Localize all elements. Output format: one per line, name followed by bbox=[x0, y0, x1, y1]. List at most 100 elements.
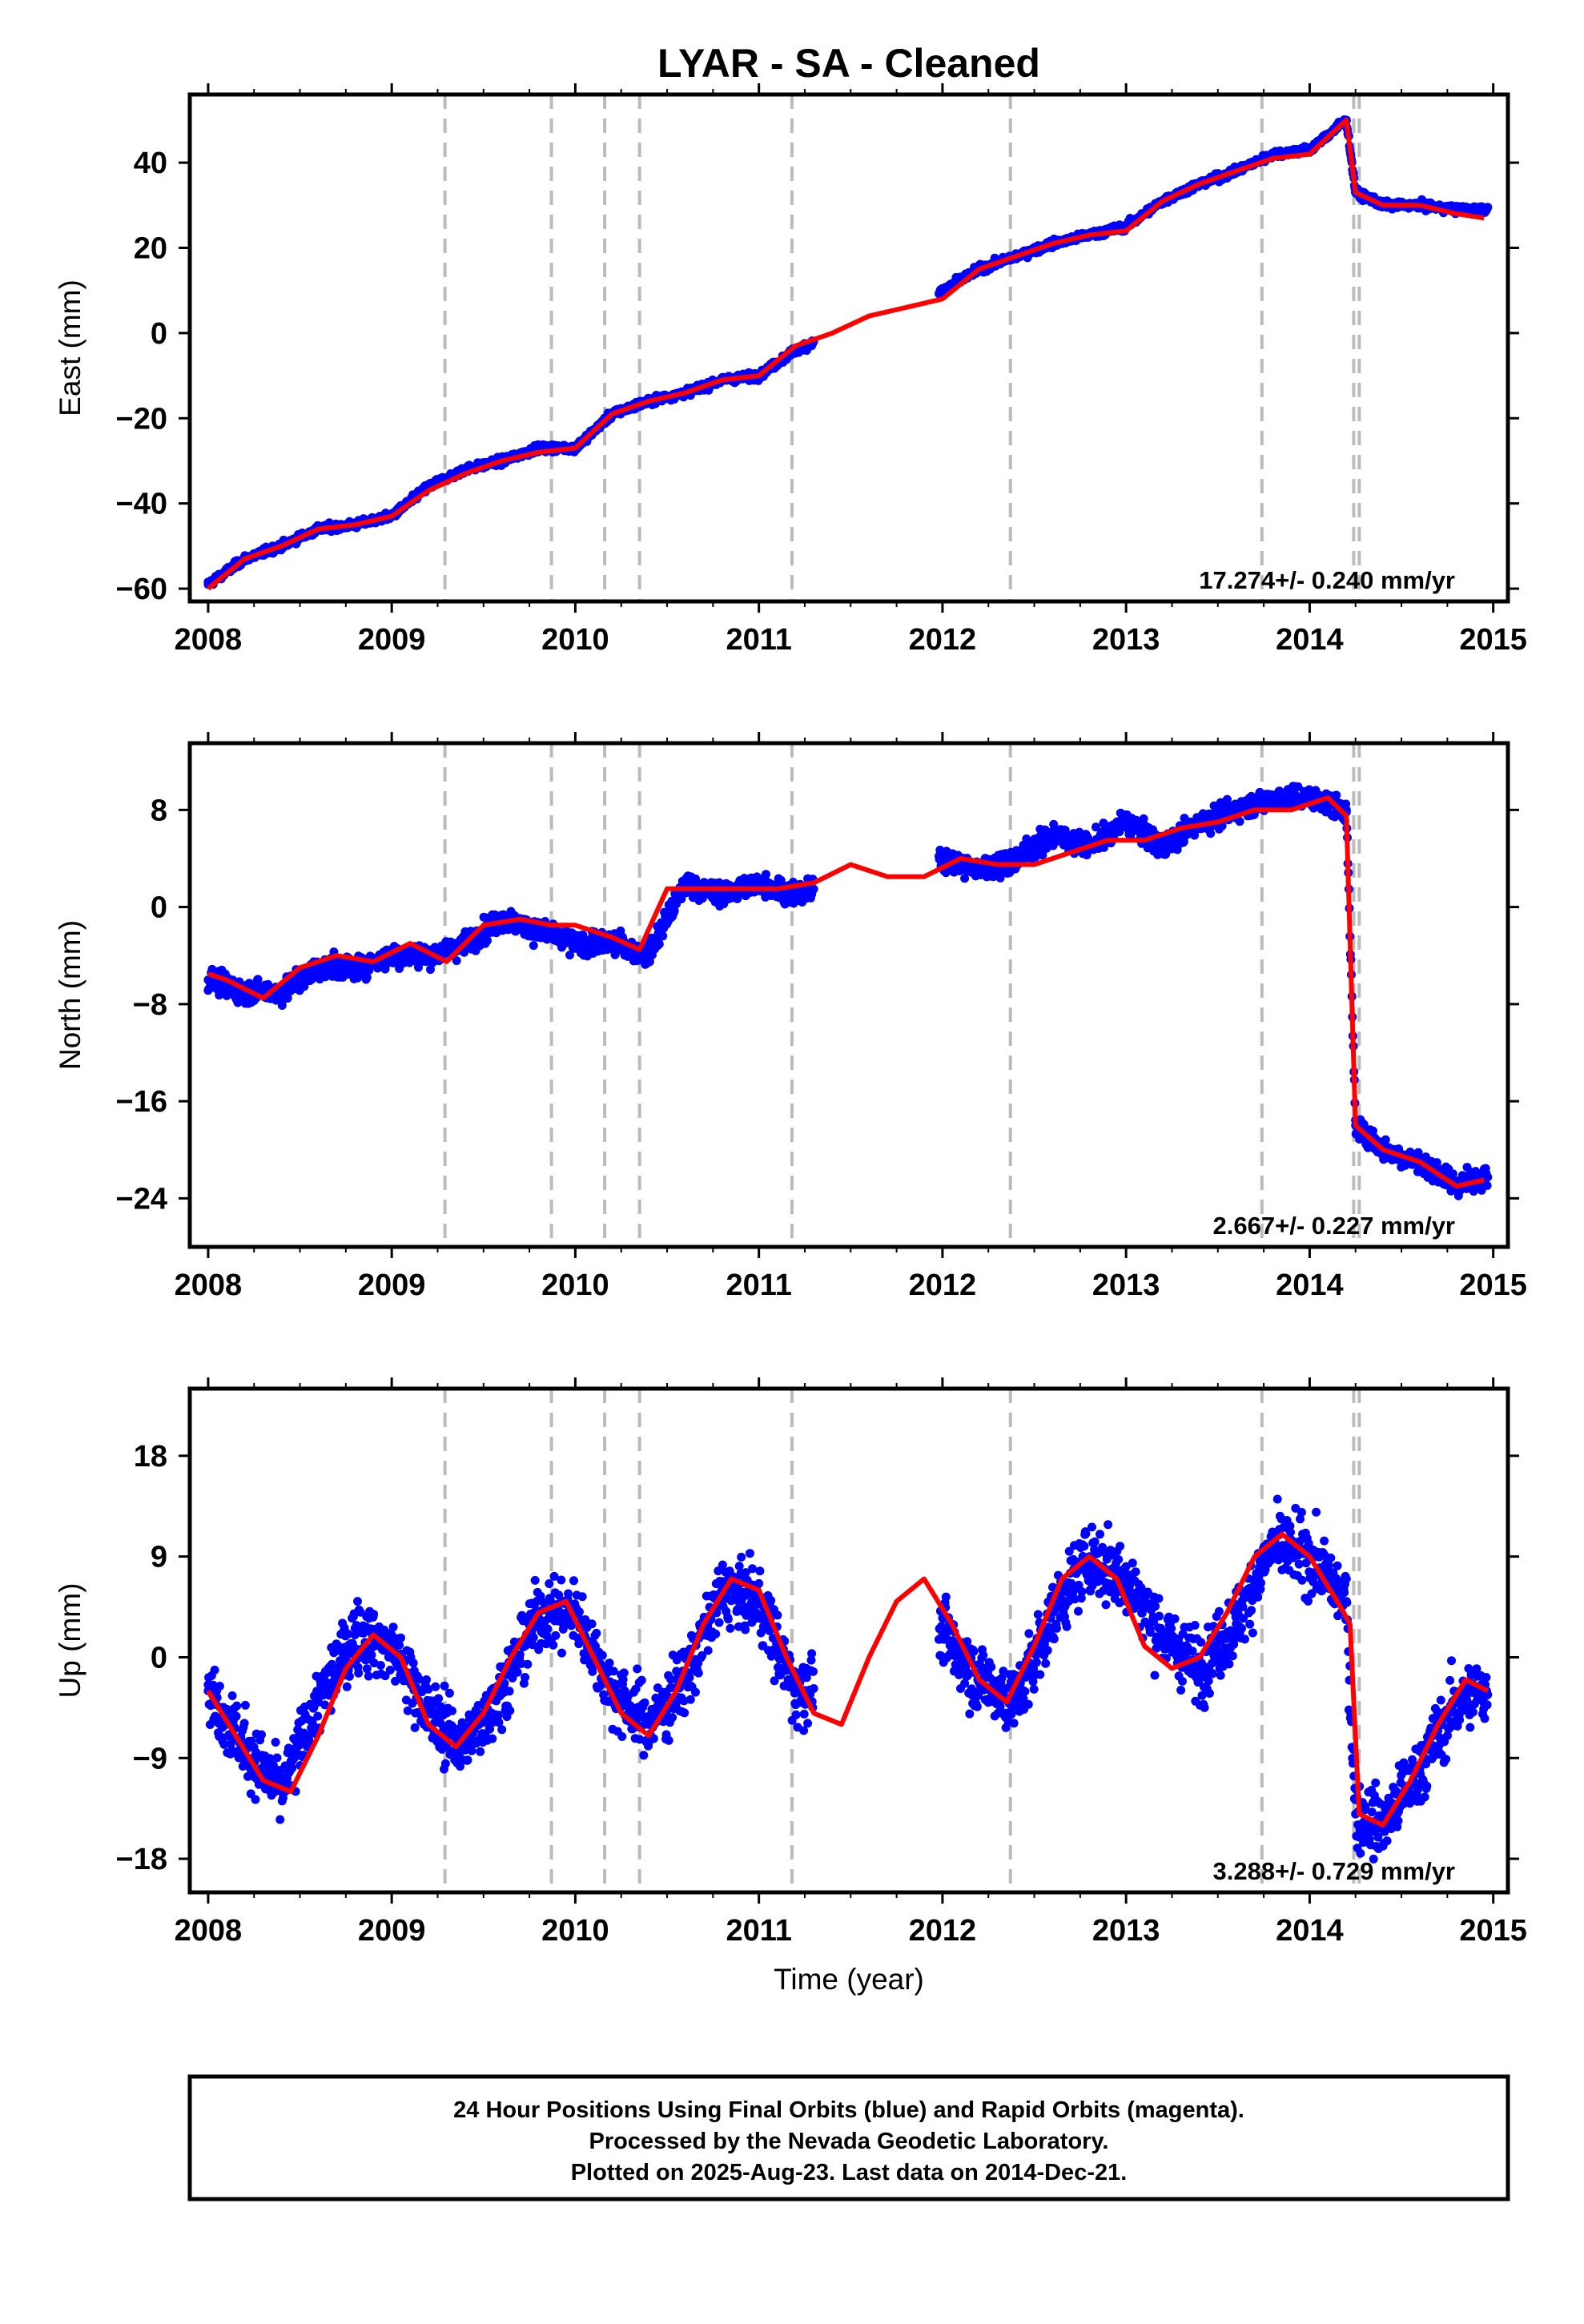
y-tick-label: −24 bbox=[116, 1182, 167, 1216]
data-point bbox=[277, 1001, 287, 1010]
data-point bbox=[231, 1711, 241, 1721]
x-tick-label: 2010 bbox=[541, 1269, 609, 1302]
data-point bbox=[938, 854, 947, 863]
data-point bbox=[1369, 1126, 1377, 1136]
data-point bbox=[754, 878, 764, 887]
data-point bbox=[960, 874, 970, 883]
data-point bbox=[762, 870, 770, 879]
data-point bbox=[681, 878, 690, 887]
x-tick-label: 2009 bbox=[358, 623, 426, 657]
y-tick-label: 8 bbox=[151, 794, 167, 827]
data-point bbox=[232, 1701, 242, 1711]
panel-frame bbox=[187, 741, 1510, 1249]
y-axis-title: East (mm) bbox=[54, 279, 86, 416]
x-tick-label: 2011 bbox=[726, 1269, 791, 1302]
data-point bbox=[219, 1739, 229, 1749]
x-tick-label: 2008 bbox=[175, 1269, 243, 1302]
data-point bbox=[654, 939, 664, 949]
data-point bbox=[1305, 793, 1314, 802]
data-point bbox=[307, 975, 316, 984]
x-tick-label: 2014 bbox=[1276, 1269, 1344, 1302]
data-point bbox=[1479, 1169, 1489, 1179]
y-tick-label: −60 bbox=[116, 573, 167, 606]
data-point bbox=[452, 956, 461, 966]
y-tick-label: 20 bbox=[134, 231, 167, 265]
x-tick-label: 2008 bbox=[175, 623, 243, 657]
data-point bbox=[362, 973, 372, 982]
x-tick-label: 2015 bbox=[1459, 623, 1527, 657]
data-point bbox=[669, 907, 679, 916]
x-tick-label: 2012 bbox=[909, 623, 977, 657]
data-point bbox=[277, 987, 287, 997]
data-point bbox=[1222, 794, 1232, 804]
panel-frame bbox=[187, 92, 1510, 604]
y-tick-label: 40 bbox=[134, 147, 167, 180]
x-tick-label: 2013 bbox=[1092, 1269, 1160, 1302]
y-tick-label: 0 bbox=[151, 317, 167, 351]
data-point bbox=[227, 1691, 237, 1700]
data-point bbox=[1232, 805, 1241, 814]
data-point bbox=[1235, 817, 1244, 826]
data-point bbox=[239, 1719, 249, 1728]
data-point bbox=[570, 939, 580, 948]
data-point bbox=[698, 894, 707, 903]
data-point bbox=[1448, 1169, 1457, 1179]
model-fit-line bbox=[207, 795, 1485, 1189]
data-point bbox=[240, 1700, 250, 1710]
data-point bbox=[1038, 850, 1047, 860]
data-point bbox=[975, 866, 984, 875]
data-point bbox=[1158, 842, 1168, 851]
up-panel: 2008 2009 2010 2011 2012 2013 2014 2015−18−9091… bbox=[54, 1377, 1527, 1948]
data-point bbox=[607, 939, 617, 948]
data-point bbox=[1049, 819, 1059, 829]
data-point bbox=[1359, 1120, 1369, 1129]
data-point bbox=[1100, 842, 1108, 852]
north-panel: 2008 2009 2010 2011 2012 2013 2014 2015 −24 −16 −8… bbox=[54, 732, 1527, 1302]
data-point bbox=[1011, 854, 1021, 863]
data-point bbox=[658, 931, 668, 941]
rate-label: 17.274+/- 0.240 mm/yr bbox=[1199, 566, 1455, 594]
model-fit-line bbox=[207, 117, 1485, 591]
data-point bbox=[210, 1665, 219, 1675]
x-tick-label: 2010 bbox=[541, 623, 609, 657]
data-point bbox=[353, 973, 362, 983]
x-tick-label: 2015 bbox=[1459, 1269, 1527, 1302]
data-point bbox=[1293, 782, 1303, 791]
data-points bbox=[203, 782, 1493, 1200]
data-point bbox=[565, 951, 574, 960]
data-point bbox=[483, 936, 492, 946]
x-tick-label: 2014 bbox=[1276, 623, 1344, 657]
y-tick-label: −16 bbox=[116, 1085, 167, 1119]
rate-label: 2.667+/- 0.227 mm/yr bbox=[1213, 1212, 1455, 1240]
y-axis-title: North (mm) bbox=[54, 920, 86, 1070]
data-point bbox=[791, 891, 800, 899]
data-point bbox=[1179, 837, 1188, 846]
y-tick-label: 0 bbox=[151, 891, 167, 925]
data-point bbox=[426, 965, 435, 975]
data-point bbox=[1121, 818, 1131, 826]
data-point bbox=[1092, 822, 1100, 832]
x-tick-label: 2012 bbox=[909, 1269, 977, 1302]
data-point bbox=[1172, 845, 1182, 854]
data-point bbox=[534, 927, 544, 936]
data-point bbox=[314, 963, 323, 972]
data-point bbox=[718, 891, 727, 899]
data-point bbox=[251, 1795, 260, 1804]
y-tick-label: −40 bbox=[116, 488, 167, 521]
x-tick-label: 2009 bbox=[358, 1269, 426, 1302]
data-point bbox=[1139, 814, 1148, 823]
y-tick-label: −8 bbox=[133, 988, 167, 1022]
data-point bbox=[283, 994, 292, 1003]
y-tick-label: −20 bbox=[116, 402, 167, 436]
data-point bbox=[1413, 1148, 1423, 1157]
data-point bbox=[644, 951, 653, 960]
data-point bbox=[1482, 1180, 1492, 1190]
data-point bbox=[350, 963, 360, 972]
x-tick-label: 2013 bbox=[1092, 623, 1160, 657]
data-points bbox=[203, 1494, 1493, 1864]
data-point bbox=[938, 286, 947, 296]
data-point bbox=[1048, 830, 1057, 839]
data-point bbox=[203, 975, 213, 985]
data-point bbox=[1268, 793, 1278, 802]
